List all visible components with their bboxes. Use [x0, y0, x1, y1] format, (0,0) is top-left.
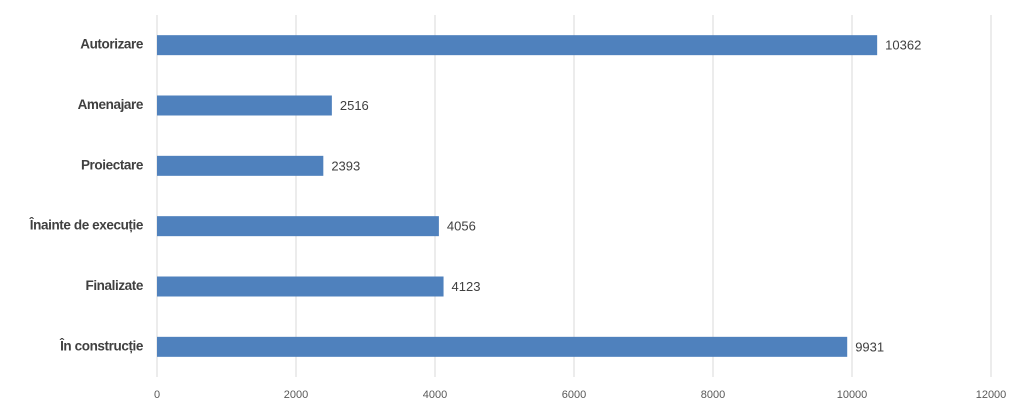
x-tick-label: 10000 [837, 389, 868, 401]
value-label: 10362 [885, 38, 921, 53]
value-label: 2516 [340, 98, 369, 113]
bar [157, 95, 332, 116]
y-tick-label: Finalizate [85, 278, 143, 293]
y-tick-label: Înainte de execuție [29, 218, 144, 233]
y-tick-label: Autorizare [80, 37, 144, 52]
bar [157, 276, 444, 297]
y-tick-label: Amenajare [78, 97, 144, 112]
value-label: 4123 [452, 279, 481, 294]
bar [157, 35, 878, 56]
y-tick-label: În construcție [59, 338, 144, 353]
x-tick-label: 0 [154, 389, 160, 401]
x-tick-label: 12000 [976, 389, 1007, 401]
bar [157, 216, 439, 237]
x-tick-label: 2000 [284, 389, 308, 401]
value-label: 9931 [855, 339, 884, 354]
x-tick-label: 6000 [562, 389, 586, 401]
x-tick-label: 4000 [423, 389, 447, 401]
x-tick-label: 8000 [701, 389, 725, 401]
value-label: 4056 [447, 219, 476, 234]
value-label: 2393 [331, 158, 360, 173]
bar [157, 155, 324, 176]
bar [157, 336, 848, 357]
y-tick-label: Proiectare [81, 157, 144, 172]
